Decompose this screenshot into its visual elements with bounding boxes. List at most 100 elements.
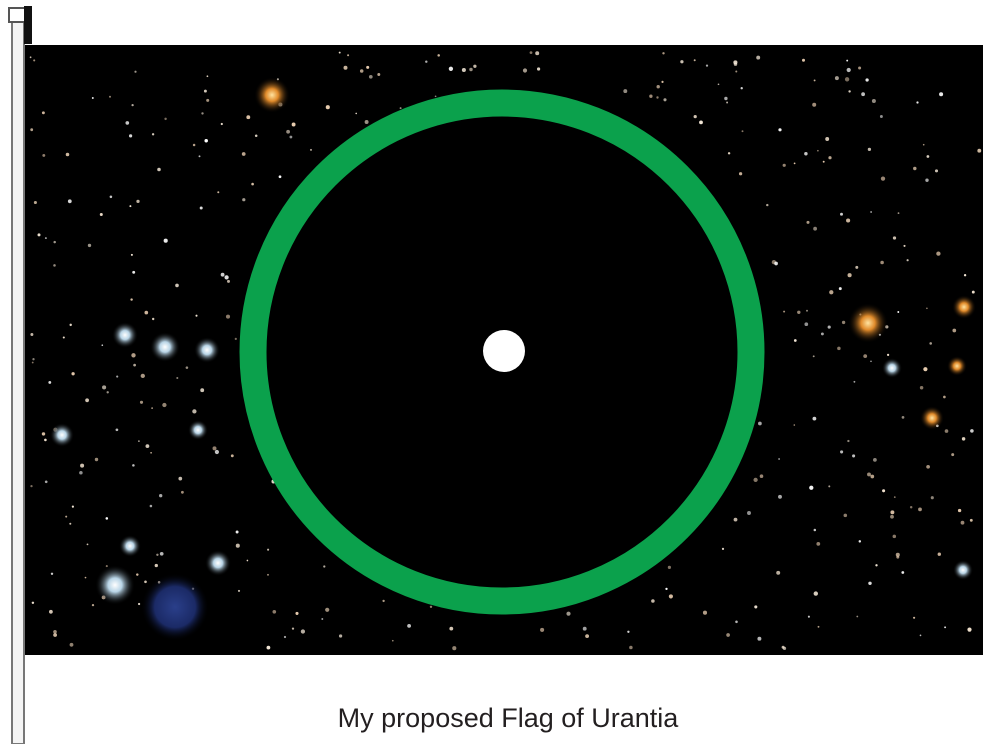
star bbox=[735, 70, 737, 72]
star bbox=[164, 239, 168, 243]
star bbox=[722, 548, 724, 550]
star bbox=[321, 618, 323, 620]
star-glow bbox=[188, 420, 208, 440]
star-glow bbox=[254, 77, 290, 113]
star bbox=[32, 362, 34, 364]
star bbox=[326, 105, 330, 109]
star bbox=[301, 629, 305, 633]
star bbox=[806, 310, 808, 312]
star-glow bbox=[953, 560, 973, 580]
star bbox=[794, 339, 797, 342]
star bbox=[848, 90, 850, 92]
star bbox=[292, 627, 294, 629]
star bbox=[30, 485, 32, 487]
star bbox=[138, 440, 140, 442]
star bbox=[845, 77, 849, 81]
star bbox=[706, 64, 708, 66]
star bbox=[842, 321, 845, 324]
star bbox=[718, 83, 720, 85]
star bbox=[776, 571, 780, 575]
star bbox=[33, 59, 35, 61]
star bbox=[437, 54, 440, 57]
star bbox=[970, 429, 974, 433]
star bbox=[875, 564, 877, 566]
star bbox=[157, 168, 161, 172]
star bbox=[734, 518, 738, 522]
star bbox=[852, 454, 855, 457]
star bbox=[828, 326, 831, 329]
star-glow bbox=[205, 550, 231, 576]
star bbox=[920, 635, 922, 637]
star bbox=[814, 529, 817, 532]
star bbox=[758, 422, 762, 426]
caption: My proposed Flag of Urantia bbox=[338, 703, 680, 733]
star bbox=[913, 167, 916, 170]
star bbox=[65, 516, 67, 518]
star bbox=[131, 104, 133, 106]
star bbox=[778, 458, 780, 460]
star bbox=[201, 112, 203, 114]
star bbox=[48, 381, 51, 384]
star bbox=[935, 169, 938, 172]
star bbox=[92, 604, 94, 606]
star bbox=[144, 311, 148, 315]
star bbox=[910, 506, 912, 508]
star bbox=[816, 542, 820, 546]
star bbox=[150, 452, 152, 454]
star bbox=[44, 439, 47, 442]
star bbox=[159, 494, 162, 497]
star bbox=[848, 273, 852, 277]
star bbox=[247, 560, 249, 562]
star bbox=[813, 417, 817, 421]
star bbox=[206, 99, 209, 102]
star bbox=[141, 374, 145, 378]
star bbox=[339, 634, 342, 637]
star bbox=[63, 336, 65, 338]
star bbox=[735, 621, 738, 624]
star bbox=[890, 510, 894, 514]
star bbox=[132, 271, 135, 274]
star bbox=[724, 97, 727, 100]
star bbox=[926, 465, 930, 469]
star bbox=[236, 544, 240, 548]
star bbox=[246, 115, 250, 119]
star bbox=[809, 486, 813, 490]
star bbox=[812, 103, 816, 107]
star-glow bbox=[112, 322, 138, 348]
star bbox=[651, 599, 655, 603]
star bbox=[400, 107, 402, 109]
star bbox=[101, 344, 103, 346]
star-glow bbox=[920, 406, 944, 430]
star bbox=[131, 353, 135, 357]
star bbox=[872, 99, 876, 103]
star bbox=[583, 627, 587, 631]
star bbox=[295, 612, 298, 615]
star bbox=[134, 71, 136, 73]
star bbox=[407, 624, 411, 628]
star bbox=[865, 78, 868, 81]
star bbox=[902, 416, 905, 419]
star bbox=[863, 354, 867, 358]
star bbox=[109, 96, 111, 98]
star bbox=[221, 123, 223, 125]
star bbox=[829, 290, 833, 294]
star bbox=[178, 477, 182, 481]
star bbox=[85, 577, 87, 579]
star bbox=[152, 318, 154, 320]
star bbox=[894, 496, 896, 498]
star bbox=[92, 97, 94, 99]
pole-hoist bbox=[24, 6, 32, 44]
star bbox=[87, 544, 89, 546]
star-glow bbox=[95, 565, 135, 605]
star bbox=[140, 401, 143, 404]
star bbox=[72, 506, 74, 508]
central-dot bbox=[483, 330, 525, 372]
star bbox=[825, 137, 829, 141]
star bbox=[156, 554, 158, 556]
star bbox=[793, 424, 795, 426]
star bbox=[71, 372, 74, 375]
star-glow bbox=[150, 332, 180, 362]
star bbox=[881, 176, 885, 180]
star bbox=[70, 643, 74, 647]
star bbox=[728, 152, 730, 154]
